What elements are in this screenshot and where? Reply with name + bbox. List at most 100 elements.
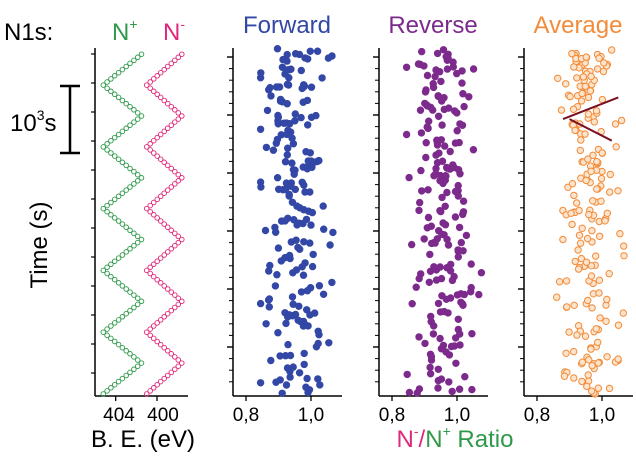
be-point-nplus — [123, 187, 129, 193]
be-point-nplus — [127, 307, 133, 314]
forward-point — [279, 55, 287, 64]
reverse-point — [459, 301, 467, 309]
be-point-nplus — [100, 205, 107, 212]
be-point-nminus — [172, 57, 178, 64]
forward-axes — [232, 48, 342, 397]
be-point-nminus — [179, 175, 185, 181]
reverse-point — [436, 207, 444, 215]
be-point-nplus — [111, 91, 118, 98]
be-point-nminus — [157, 255, 164, 261]
be-point-nplus — [123, 100, 129, 107]
be-point-nminus — [179, 360, 185, 366]
reverse-point — [430, 322, 438, 330]
be-point-nminus — [147, 388, 153, 394]
be-point-nminus — [164, 372, 171, 379]
average-point — [595, 232, 604, 241]
reverse-point — [448, 276, 457, 285]
be-point-nplus — [104, 79, 110, 85]
be-point-nminus — [179, 51, 185, 57]
reverse-point — [459, 89, 467, 98]
forward-point — [300, 206, 308, 214]
forward-xtick-10: 1,0 — [298, 405, 324, 426]
average-point — [569, 105, 578, 114]
reverse-point — [458, 79, 466, 87]
scale-bar-label: 103s — [10, 107, 57, 137]
forward-point — [300, 360, 308, 369]
forward-point — [306, 311, 314, 319]
average-point — [586, 87, 594, 95]
average-point — [614, 321, 623, 329]
reverse-point — [436, 263, 444, 271]
average-point — [574, 265, 583, 273]
reverse-point — [421, 339, 429, 348]
be-point-nplus — [134, 239, 141, 246]
forward-point — [256, 125, 265, 134]
reverse-point — [453, 109, 461, 117]
reverse-point — [405, 173, 413, 182]
reverse-point — [451, 213, 460, 221]
be-point-nminus — [175, 233, 182, 240]
be-point-nminus — [175, 295, 182, 301]
average-point — [588, 361, 596, 370]
be-point-nminus — [157, 131, 164, 138]
average-point — [596, 314, 604, 322]
be-point-nplus — [119, 159, 126, 166]
forward-point — [306, 47, 314, 55]
reverse-point — [426, 363, 434, 372]
reverse-point — [438, 193, 446, 202]
be-point-nminus — [175, 363, 182, 369]
be-point-nminus — [164, 125, 171, 132]
average-point — [592, 252, 600, 260]
be-point-nminus — [150, 212, 157, 218]
be-point-nminus — [154, 91, 160, 98]
be-point-nplus — [131, 181, 137, 187]
reverse-point — [422, 153, 430, 162]
forward-point — [303, 287, 312, 295]
average-point — [562, 349, 570, 357]
average-point — [581, 130, 589, 138]
average-point — [578, 224, 586, 233]
be-point-nplus — [108, 212, 114, 218]
be-point-nplus — [131, 168, 137, 175]
average-point — [587, 167, 595, 176]
be-point-nplus — [104, 208, 110, 215]
reverse-point — [441, 221, 450, 229]
be-point-nplus — [134, 171, 141, 178]
reverse-point — [456, 170, 464, 178]
panel-title-average: Average — [534, 12, 623, 39]
reverse-point — [437, 274, 446, 283]
average-point — [619, 309, 627, 317]
be-point-nminus — [150, 335, 157, 342]
forward-point — [293, 202, 301, 210]
be-point-nplus — [134, 233, 141, 240]
be-point-nplus — [104, 270, 110, 277]
forward-point — [273, 44, 282, 53]
average-point — [585, 210, 593, 219]
reverse-point — [443, 235, 451, 244]
forward-point — [276, 95, 285, 104]
be-point-nplus — [111, 134, 118, 141]
be-point-nminus — [172, 181, 178, 187]
reverse-point — [454, 315, 462, 323]
reverse-point — [424, 186, 432, 194]
forward-point — [283, 130, 291, 139]
reverse-point — [415, 274, 423, 283]
average-point — [570, 191, 578, 200]
be-point-nminus — [175, 171, 182, 178]
be-point-nplus — [123, 348, 129, 354]
average-point — [565, 328, 573, 336]
be-point-nminus — [164, 310, 171, 317]
be-point-nplus — [138, 236, 145, 243]
be-point-nplus — [119, 252, 126, 258]
reverse-point — [450, 342, 459, 350]
average-point — [574, 246, 582, 254]
forward-point — [265, 303, 273, 311]
average-point — [603, 209, 611, 218]
average-point — [598, 149, 606, 157]
be-point-nplus — [131, 242, 137, 249]
average-point — [562, 277, 571, 285]
forward-point — [299, 317, 308, 326]
be-point-nminus — [179, 113, 185, 119]
be-point-nminus — [154, 258, 160, 264]
forward-point — [329, 228, 337, 237]
